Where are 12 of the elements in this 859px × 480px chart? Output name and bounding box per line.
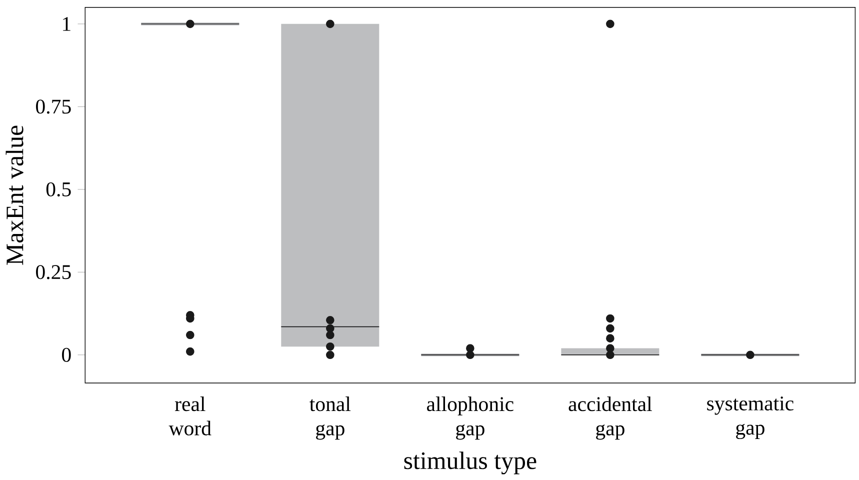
y-tick-label: 0.25 — [36, 265, 71, 280]
x-tick-label: real word — [168, 396, 212, 436]
x-tick-label: systematic gap — [707, 396, 794, 440]
x-tick-label: tonal gap — [310, 396, 351, 440]
y-tick-label: 0.5 — [46, 182, 71, 196]
y-tick-label: 0.75 — [36, 100, 71, 114]
x-axis-title: stimulus type — [404, 452, 536, 474]
y-tick-label: 1 — [63, 17, 70, 31]
x-tick-label: allophonic gap — [427, 396, 514, 440]
y-axis-title: MaxEnt value — [6, 126, 24, 265]
x-tick-label: accidental gap — [568, 396, 652, 440]
y-tick-label: 0 — [62, 348, 71, 362]
